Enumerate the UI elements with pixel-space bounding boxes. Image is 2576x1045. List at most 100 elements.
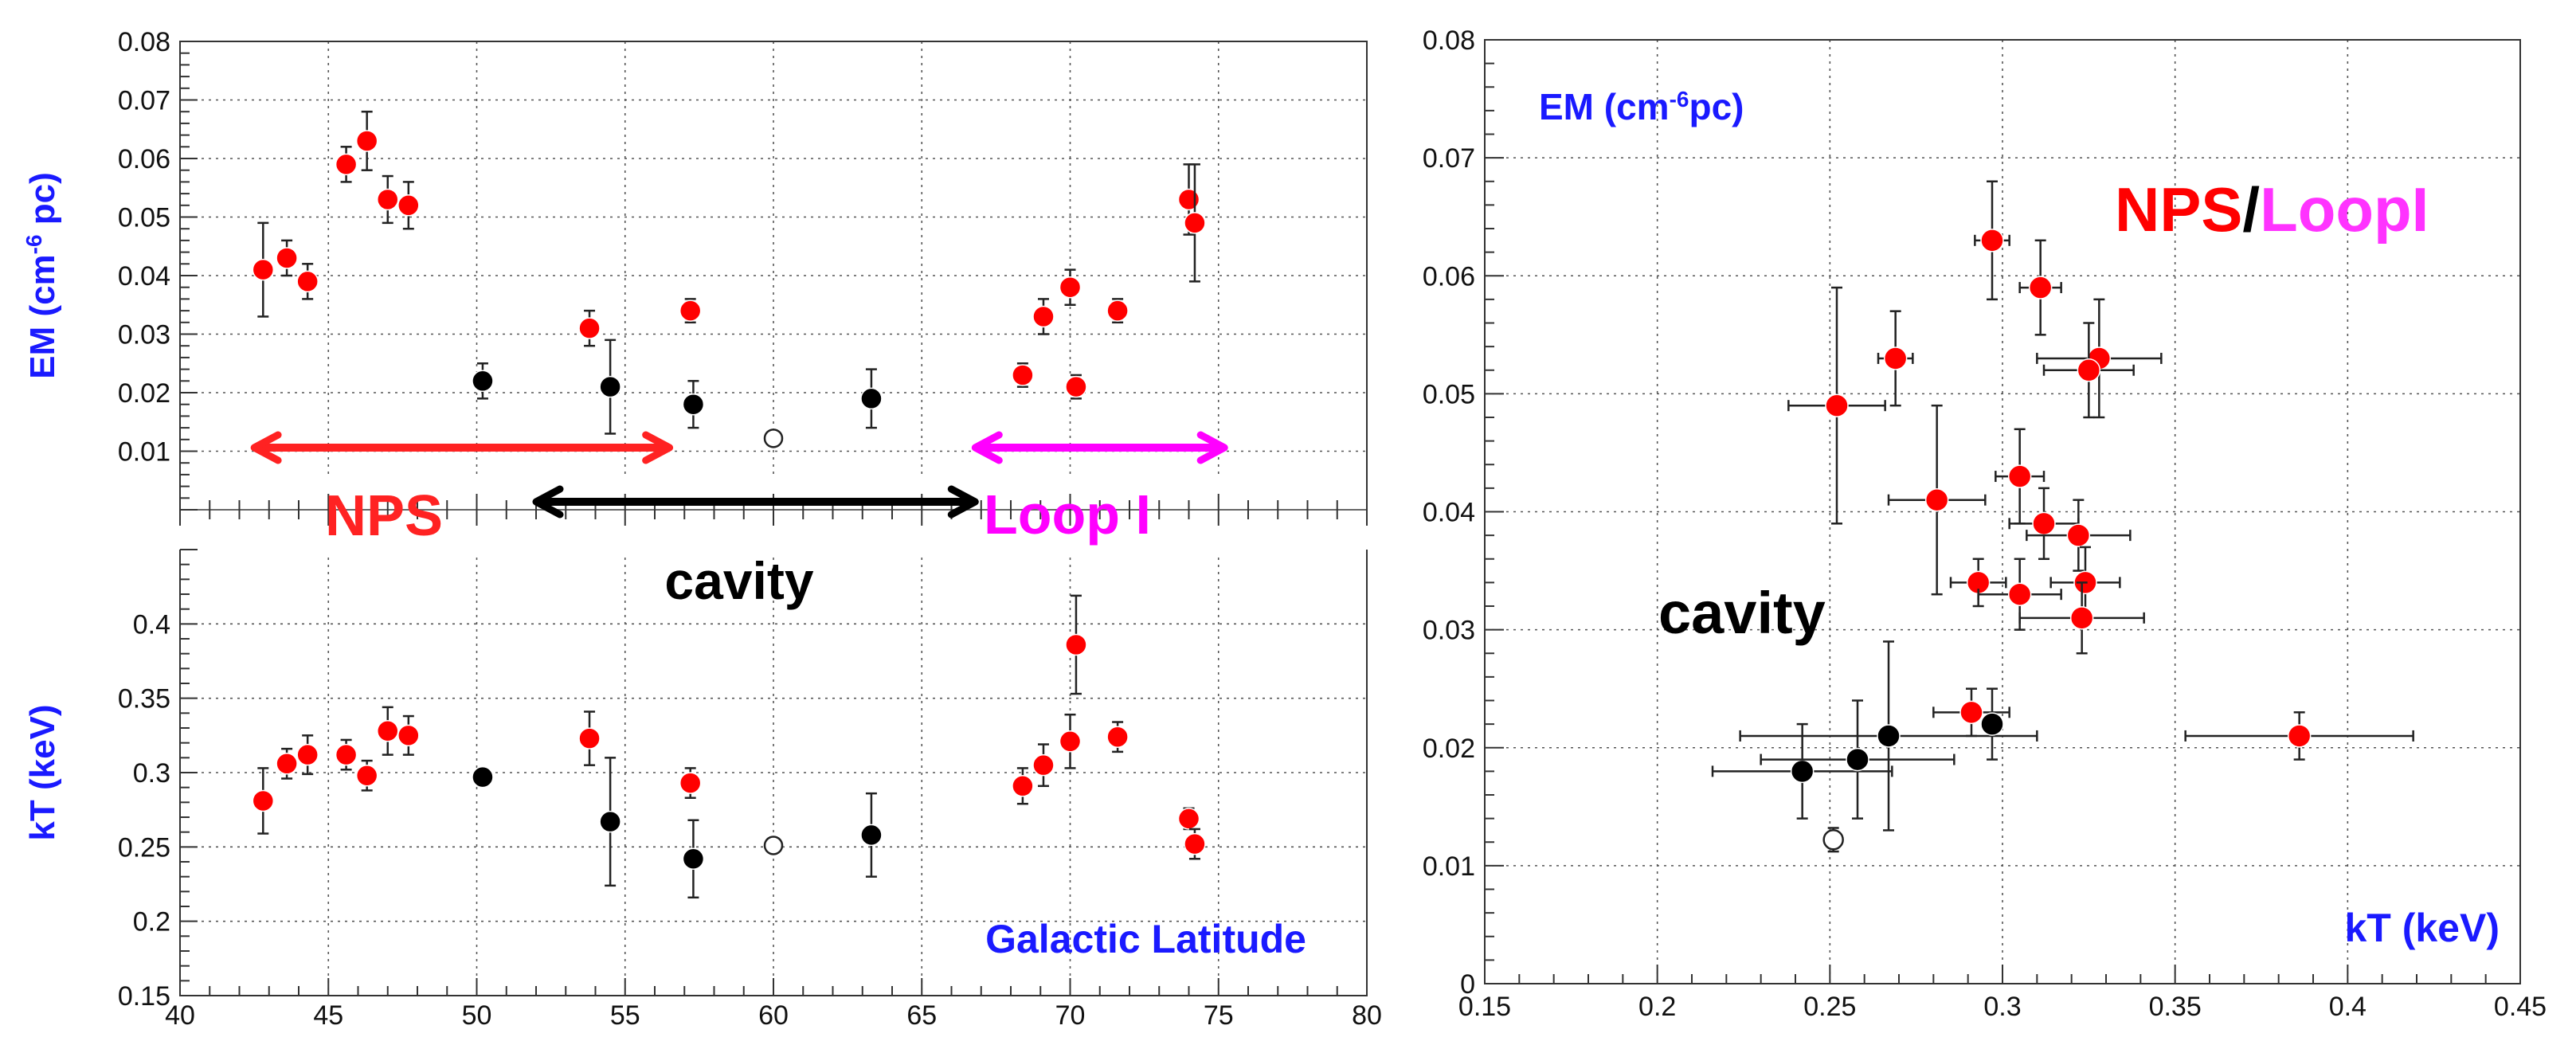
r-y-axis-label: EM (cm-6pc) [1539,86,1744,127]
r-point-npsloopi [2069,606,2094,630]
em-y-tick-label: 0.01 [118,437,170,468]
region-arrowhead [1196,431,1228,464]
region-arrowhead [532,485,564,519]
em-point-npsloopi [296,270,319,293]
r-point-cavity [1790,759,1815,784]
x-tick-label: 60 [758,1000,789,1031]
em-point-npsloopi [252,258,275,281]
region-arrowhead [642,431,674,464]
r-point-npsloopi [1924,487,1949,512]
kt-point-npsloopi [355,764,378,787]
r-point-npsloopi [2028,276,2053,299]
r-point-npsloopi [2077,358,2101,382]
x-tick-label: 75 [1204,1000,1234,1031]
x-tick-label: 80 [1352,1000,1382,1031]
r-point-npsloopi [1959,700,1983,725]
right-chart-panel: 0.15 0.2 0.25 0.3 0.35 0.4 0.45 0 0.01 0.02 0.03 0.… [1423,25,2547,1022]
x-tick-label: 45 [313,1000,343,1031]
r-point-npsloopi [2007,582,2032,606]
kt-point-npsloopi [1065,633,1087,656]
kt-point-npsloopi [1032,753,1055,777]
r-x-tick-label: 0.45 [2494,992,2547,1022]
kt-point-npsloopi [252,789,275,812]
em-y-tick-label: 0.06 [118,144,170,174]
x-tick-label: 70 [1055,1000,1086,1031]
r-y-tick-label: 0.08 [1423,25,1475,56]
legend-nps-loopi: NPS/LoopI [2115,174,2429,245]
kt-y-tick-label: 0.2 [133,907,170,937]
em-y-tick-label: 0.08 [118,27,170,57]
r-x-tick-label: 0.15 [1458,992,1511,1022]
kt-point-npsloopi [296,743,319,766]
r-y-tick-label: 0.03 [1423,616,1475,646]
region-label-nps: NPS [325,484,443,548]
em-point-cavity [682,393,705,416]
em-y-axis-label: EM (cm-6 pc) [22,172,62,379]
region-arrowhead [250,431,282,464]
em-y-tick-label: 0.02 [118,378,170,409]
em-point-npsloopi [397,194,420,217]
r-point-npsloopi [2287,724,2312,748]
kt-y-tick-label: 0.3 [133,758,170,789]
kt-point-npsloopi [397,724,420,747]
r-x-axis-label: kT (keV) [2344,906,2500,950]
x-tick-label: 50 [462,1000,492,1031]
em-y-tick-label: 0.05 [118,203,170,233]
kt-point-cavity [599,810,621,833]
em-point-npsloopi [1184,212,1206,234]
kt-point-cavity [682,847,705,871]
kt-point-npsloopi [1059,730,1082,753]
region-label-cavity: cavity [664,551,813,610]
region-arrowhead [947,485,979,519]
kt-point-npsloopi [679,772,702,794]
em-point-npsloopi [276,247,298,269]
em-y-tick-label: 0.07 [118,86,170,116]
region-label-loopi: Loop I [984,483,1151,546]
em-point-cavity [472,370,494,393]
r-y-tick-label: 0.07 [1423,143,1475,174]
kt-y-tick-label: 0.4 [133,609,170,640]
kt-point-npsloopi [335,743,358,766]
kt-point-npsloopi [377,719,399,742]
kt-point-npsloopi [1184,832,1206,855]
kt-point-npsloopi [578,727,601,750]
em-point-cavity [860,387,883,410]
r-point-npsloopi [1825,393,1849,417]
em-point-cavity-open [763,429,784,448]
em-point-npsloopi [1059,276,1082,299]
r-point-cavity [1877,724,1901,748]
x-axis-label: Galactic Latitude [985,917,1306,961]
r-y-tick-label: 0.05 [1423,379,1475,409]
x-tick-label: 65 [906,1000,937,1031]
em-y-tick-label: 0.03 [118,320,170,350]
annotation-cavity: cavity [1658,580,1826,646]
kt-point-npsloopi [1106,726,1129,748]
kt-y-tick-label: 0.25 [118,832,170,863]
r-point-npsloopi [2066,523,2091,547]
r-y-tick-label: 0 [1460,969,1475,1000]
em-point-npsloopi [679,299,702,322]
r-point-cavity-open [1822,829,1844,851]
kt-point-cavity-open [763,836,784,855]
em-point-npsloopi [377,188,399,211]
r-y-tick-label: 0.06 [1423,261,1475,292]
r-x-tick-label: 0.35 [2149,992,2202,1022]
r-point-npsloopi [1883,346,1908,370]
r-y-tick-label: 0.04 [1423,498,1475,528]
r-x-tick-label: 0.25 [1803,992,1856,1022]
kt-y-axis-label: kT (keV) [23,704,62,840]
kt-point-npsloopi [276,753,298,775]
em-point-npsloopi [1177,188,1200,211]
r-x-tick-label: 0.3 [1983,992,2021,1022]
em-point-npsloopi [1012,364,1034,386]
r-point-npsloopi [1980,229,2004,252]
r-x-tick-label: 0.4 [2329,992,2367,1022]
kt-y-tick-label: 0.35 [118,684,170,714]
em-point-npsloopi [1032,305,1055,328]
r-x-tick-label: 0.2 [1638,992,1676,1022]
r-y-tick-label: 0.02 [1423,734,1475,764]
r-point-cavity [1846,747,1869,772]
em-point-npsloopi [1106,299,1129,322]
kt-point-cavity [860,824,883,847]
x-tick-label: 40 [165,1000,195,1031]
